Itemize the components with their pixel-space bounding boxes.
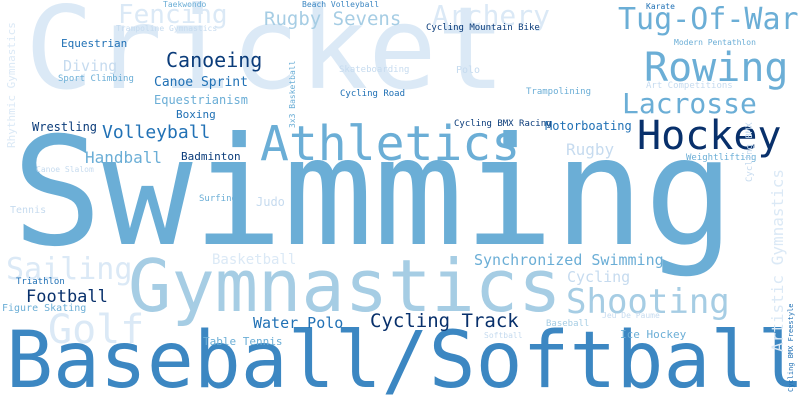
word-hockey: Hockey [637,113,782,159]
word-skateboarding: Skateboarding [339,65,410,75]
word-taekwondo: Taekwondo [163,0,207,9]
word-lacrosse: Lacrosse [622,87,757,120]
word-surfing: Surfing [199,194,237,204]
word-cycling-bmx-racing: Cycling BMX Racing [454,119,552,129]
word-archery: Archery [432,0,551,32]
word-athletics: Athletics [260,116,521,172]
word-rowing: Rowing [644,45,789,91]
word-triathlon: Triathlon [16,277,65,287]
word-cycling-bmx: Cycling BMX [745,122,755,182]
word-volleyball: Volleyball [102,122,211,143]
word-modern-pentathlon: Modern Pentathlon [674,38,756,47]
word-diving: Diving [63,57,118,75]
word-canoe-sprint: Canoe Sprint [154,75,248,90]
word-golf: Golf [48,307,145,353]
word-football: Football [26,287,108,307]
word-cycling-mountain-bike: Cycling Mountain Bike [426,23,540,33]
word-boxing: Boxing [176,108,216,121]
word-weightlifting: Weightlifting [686,153,757,163]
word-figure-skating: Figure Skating [2,303,87,314]
word-basketball: Basketball [212,252,297,268]
word-shooting: Shooting [566,282,730,322]
word-rugby: Rugby [566,140,615,159]
word-cycling-road: Cycling Road [340,89,406,99]
word-karate: Karate [646,2,675,11]
word-equestrianism: Equestrianism [154,93,248,107]
word-table-tennis: Table Tennis [203,335,283,348]
word-badminton: Badminton [181,150,241,163]
word-jeu-de-paume: Jeu De Paume [602,311,660,320]
word-art-competitions: Art Competitions [646,81,733,91]
word-wrestling: Wrestling [32,120,98,134]
word-rhythmic-gymnastics: Rhythmic Gymnastics [5,22,18,148]
word-trampolining: Trampolining [526,87,592,97]
word-judo: Judo [256,195,285,209]
word-canoe-slalom: Canoe Slalom [36,165,94,174]
word-ice-hockey: Ice Hockey [620,328,687,341]
word-swimming: Swimming [12,106,735,280]
word-cricket: Cricket [25,0,506,115]
word-synchronized-swimming: Synchronized Swimming [474,251,664,269]
word-gymnastics: Gymnastics [128,244,562,328]
word-motorboating: Motorboating [545,119,632,133]
word-sailing: Sailing [6,252,133,287]
word-handball: Handball [85,148,163,167]
word-water-polo: Water Polo [253,314,344,332]
word-trampoline-gymnastics: Trampoline Gymnastics [116,24,218,33]
word-artistic-gymnastics: Artistic Gymnastics [768,168,787,352]
word-polo: Polo [456,65,481,76]
word-tennis: Tennis [10,205,47,216]
word-cycling-track: Cycling Track [370,310,519,332]
word-baseball-softball: Baseball/Softball [6,316,800,400]
word-equestrian: Equestrian [61,37,128,50]
word-cycling: Cycling [567,268,631,286]
word-beach-volleyball: Beach Volleyball [302,0,380,9]
word-sport-climbing: Sport Climbing [58,74,134,84]
word-3x3-basketball: 3x3 Basketball [288,60,297,128]
word-fencing: Fencing [118,0,228,30]
word-cycling-bmx-freestyle: Cycling BMX Freestyle [787,303,795,392]
word-rugby-sevens: Rugby Sevens [264,8,402,30]
word-canoeing: Canoeing [166,48,263,72]
word-softball: Softball [484,331,523,340]
word-baseball: Baseball [546,319,590,329]
word-tug-of-war: Tug-Of-War [618,2,799,37]
